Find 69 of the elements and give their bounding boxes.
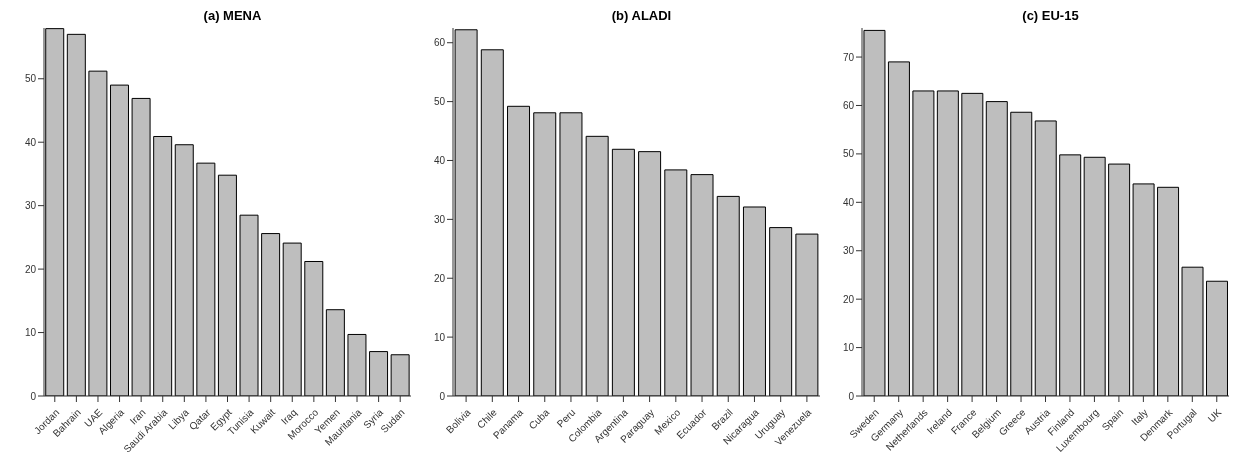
bar [936, 90, 959, 396]
bar [347, 333, 367, 396]
bar [769, 227, 793, 396]
y-tick-label: 40 [842, 196, 855, 208]
bar [217, 174, 237, 396]
y-tick-label: 10 [433, 331, 446, 343]
bar [985, 101, 1008, 396]
y-tick-label: 0 [848, 390, 855, 402]
y-tick-label: 10 [842, 342, 855, 354]
y-tick-label: 50 [842, 148, 855, 160]
bar [1181, 266, 1204, 396]
bar [533, 112, 557, 396]
bar [109, 84, 129, 396]
y-tick-label: 0 [439, 390, 446, 402]
bar [196, 162, 216, 396]
bar [88, 70, 108, 396]
bar [559, 112, 583, 396]
y-tick-label: 60 [433, 37, 446, 49]
y-tick-label: 30 [842, 245, 855, 257]
bar [153, 136, 173, 396]
bar [638, 151, 662, 396]
bar [304, 260, 324, 396]
bar [261, 233, 281, 396]
bar [1108, 163, 1131, 396]
bar [585, 135, 609, 396]
bar [1205, 280, 1228, 396]
bar [887, 61, 910, 396]
x-tick-label: Iran [127, 406, 148, 427]
bar [1132, 183, 1155, 396]
bar [1059, 154, 1082, 396]
bar [282, 242, 302, 396]
y-tick-label: 60 [842, 100, 855, 112]
bar [1157, 186, 1180, 396]
y-tick-label: 0 [30, 390, 37, 402]
bar [611, 148, 635, 396]
bar [325, 309, 345, 396]
y-tick-label: 40 [433, 155, 446, 167]
chart-title: (c) EU-15 [1021, 8, 1080, 25]
chart-title: (a) MENA [202, 8, 263, 25]
bar [795, 233, 819, 396]
bar [690, 174, 714, 396]
bar [174, 144, 194, 396]
bar [66, 33, 86, 396]
bar [369, 351, 389, 396]
bar [961, 92, 984, 396]
x-tick-label: UK [1205, 406, 1224, 425]
bar [716, 195, 740, 396]
bar [1034, 120, 1057, 396]
bar [912, 90, 935, 396]
bar [390, 354, 410, 396]
y-tick-label: 10 [24, 327, 37, 339]
bar [1010, 111, 1033, 396]
bar [664, 169, 688, 396]
y-tick-label: 70 [842, 51, 855, 63]
bar [239, 214, 259, 396]
y-tick-label: 20 [433, 272, 446, 284]
y-tick-label: 50 [24, 73, 37, 85]
bar [742, 206, 766, 396]
bar [480, 49, 504, 396]
bar [131, 97, 151, 396]
chart-title: (b) ALADI [610, 8, 673, 25]
y-tick-label: 30 [433, 213, 446, 225]
y-tick-label: 40 [24, 136, 37, 148]
bar [507, 105, 531, 396]
y-tick-label: 50 [433, 96, 446, 108]
y-tick-label: 20 [842, 293, 855, 305]
y-tick-label: 30 [24, 200, 37, 212]
bar [1083, 156, 1106, 396]
y-tick-label: 20 [24, 263, 37, 275]
